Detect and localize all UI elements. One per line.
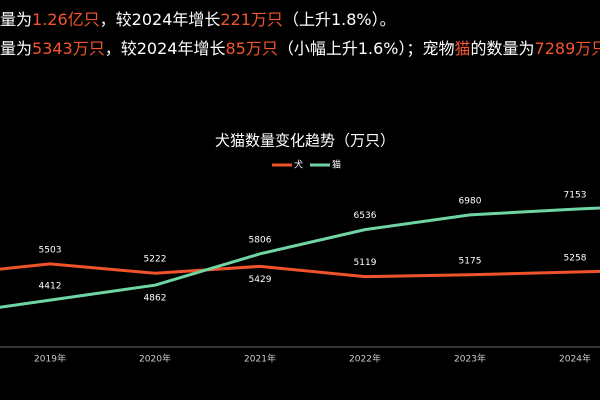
data-label: 5119 [354,258,377,268]
series-line [0,206,600,309]
caption-line: 量为5343万只，较2024年增长85万只（小幅上升1.6%）；宠物猫的数量为7… [0,39,600,58]
x-tick-label: 2022年 [349,353,381,365]
data-label: 5258 [564,254,587,264]
data-label: 6536 [354,211,377,221]
caption-segment: 的数量为 [471,39,535,58]
x-tick-label: 2021年 [244,353,276,365]
data-label: 6980 [459,196,482,206]
data-label: 4412 [39,282,62,292]
x-tick-label: 2019年 [34,353,66,365]
caption-segment: 5343万只 [32,39,105,58]
legend-label: 猫 [332,159,341,171]
caption-segment: ，较2024年增长 [105,39,226,58]
x-tick-label: 2024年 [559,353,591,365]
caption-segment: （上升1.8%）。 [283,10,396,29]
data-label: 5429 [249,275,272,285]
data-label: 5222 [144,255,167,265]
caption-segment: 量为 [0,39,32,58]
series-line [0,262,600,279]
chart-title: 犬猫数量变化趋势（万只） [215,132,395,150]
caption-segment: ，较2024年增长 [100,10,221,29]
x-tick-label: 2023年 [454,353,486,365]
legend-label: 犬 [294,159,303,171]
data-label: 5503 [39,245,62,255]
caption-segment: 7289万只 [535,39,600,58]
data-label: 5175 [459,256,482,266]
data-label: 7153 [564,191,587,201]
caption-segment: 量为 [0,10,32,29]
caption-segment: 85万只 [225,39,277,58]
caption-segment: 猫 [455,39,471,58]
caption-segment: （小幅上升1.6%）；宠物 [278,39,455,58]
x-tick-label: 2020年 [139,353,171,365]
data-label: 4862 [144,294,167,304]
caption-segment: 1.26亿只 [32,10,100,29]
caption-segment: 221万只 [220,10,283,29]
caption-line: 量为1.26亿只，较2024年增长221万只（上升1.8%）。 [0,10,396,29]
data-label: 5806 [249,235,272,245]
